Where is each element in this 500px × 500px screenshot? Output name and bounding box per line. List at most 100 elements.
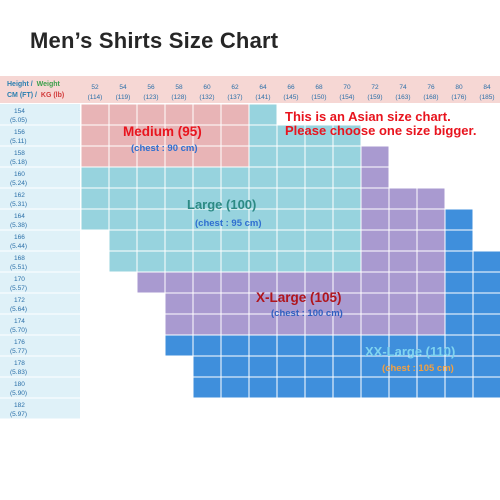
weight-kg-label: 80 (455, 84, 463, 91)
size-cell-large (136, 187, 166, 210)
size-xxlarge-label: XX-Large (110) (365, 344, 455, 359)
size-cell-xx-large (220, 355, 250, 378)
size-cell-large (248, 229, 278, 252)
height-ft-label: (5.31) (10, 201, 27, 208)
size-cell-xx-large (472, 334, 500, 357)
weight-kg-label: 64 (259, 84, 267, 91)
size-cell-x-large (416, 292, 446, 315)
weight-lb-label: (159) (367, 94, 382, 101)
height-ft-label: (5.11) (10, 138, 27, 145)
size-cell-xx-large (472, 355, 500, 378)
size-grid (80, 103, 500, 399)
size-cell-xx-large (276, 334, 306, 357)
header-label-height: Height / Weight (7, 81, 60, 88)
size-cell-xx-large (332, 334, 362, 357)
weight-lb-label: (141) (255, 94, 270, 101)
size-cell-x-large (360, 208, 390, 231)
size-cell-large (164, 166, 194, 189)
height-ft-label: (5.70) (10, 327, 27, 334)
weight-kg-label: 62 (231, 84, 239, 91)
size-cell-x-large (220, 313, 250, 336)
size-cell-xx-large (444, 208, 474, 231)
size-cell-xx-large (360, 376, 390, 399)
weight-lb-label: (176) (451, 94, 466, 101)
height-cm-label: 182 (14, 402, 25, 409)
size-cell-large (136, 166, 166, 189)
height-cm-label: 156 (14, 129, 25, 136)
asian-size-note-line2: Please choose one size bigger. (285, 123, 476, 138)
weight-kg-label: 58 (175, 84, 183, 91)
size-cell-xx-large (276, 355, 306, 378)
size-large-label: Large (100) (187, 197, 256, 212)
size-cell-large (192, 166, 222, 189)
size-cell-large (248, 124, 278, 147)
asian-size-note-line1: This is an Asian size chart. (285, 109, 451, 124)
weight-kg-label: 68 (315, 84, 323, 91)
height-label-column: 154 (5.05) 156 (5.11) 158 (5.18) 160 (5.24) 162 (… (0, 108, 80, 420)
header-label-cmft-text: CM (FT) / (7, 92, 37, 99)
size-cell-xx-large (388, 376, 418, 399)
size-cell-large (332, 187, 362, 210)
header-label-kglb-text: KG (lb) (41, 92, 64, 99)
header-label-units: CM (FT) / KG (lb) (7, 92, 64, 99)
weight-kg-label: 52 (91, 84, 99, 91)
size-cell-xx-large (192, 376, 222, 399)
weight-lb-label: (145) (283, 94, 298, 101)
size-cell-large (164, 229, 194, 252)
size-cell-large (108, 166, 138, 189)
size-cell-large (276, 145, 306, 168)
size-cell-x-large (192, 313, 222, 336)
size-cell-large (192, 229, 222, 252)
size-cell-medium (220, 145, 250, 168)
size-cell-x-large (388, 292, 418, 315)
size-cell-xx-large (220, 376, 250, 399)
height-cm-label: 162 (14, 192, 25, 199)
height-cm-label: 160 (14, 171, 25, 178)
size-cell-xx-large (248, 376, 278, 399)
header-label-height-text: Height / (7, 81, 33, 88)
size-cell-x-large (360, 250, 390, 273)
header-background (0, 76, 500, 103)
height-cm-label: 170 (14, 276, 25, 283)
size-cell-large (304, 145, 334, 168)
height-ft-label: (5.90) (10, 390, 27, 397)
size-cell-large (220, 250, 250, 273)
table-background (0, 76, 500, 419)
size-cell-large (276, 208, 306, 231)
size-cell-large (248, 145, 278, 168)
size-cell-x-large (416, 313, 446, 336)
height-cm-label: 172 (14, 297, 25, 304)
size-cell-x-large (164, 271, 194, 294)
height-ft-label: (5.64) (10, 306, 27, 313)
height-ft-label: (5.24) (10, 180, 27, 187)
size-cell-xx-large (304, 376, 334, 399)
size-cell-large (276, 250, 306, 273)
size-cell-xx-large (304, 334, 334, 357)
size-cell-x-large (388, 271, 418, 294)
size-cell-x-large (388, 250, 418, 273)
size-cell-xx-large (472, 271, 500, 294)
size-cell-x-large (416, 208, 446, 231)
size-cell-large (248, 103, 278, 126)
weight-lb-label: (154) (339, 94, 354, 101)
height-cm-label: 176 (14, 339, 25, 346)
size-cell-xx-large (248, 334, 278, 357)
height-cm-label: 166 (14, 234, 25, 241)
weight-kg-label: 70 (343, 84, 351, 91)
size-cell-xx-large (332, 355, 362, 378)
size-cell-xx-large (444, 229, 474, 252)
size-cell-medium (108, 103, 138, 126)
weight-kg-label: 66 (287, 84, 295, 91)
height-ft-label: (5.38) (10, 222, 27, 229)
size-cell-large (220, 166, 250, 189)
size-cell-large (108, 250, 138, 273)
size-cell-xx-large (444, 250, 474, 273)
height-ft-label: (5.57) (10, 285, 27, 292)
weight-lb-label: (150) (311, 94, 326, 101)
height-cm-label: 158 (14, 150, 25, 157)
height-cm-label: 178 (14, 360, 25, 367)
size-cell-xx-large (444, 313, 474, 336)
size-cell-large (248, 166, 278, 189)
size-cell-large (304, 187, 334, 210)
size-cell-medium (164, 103, 194, 126)
